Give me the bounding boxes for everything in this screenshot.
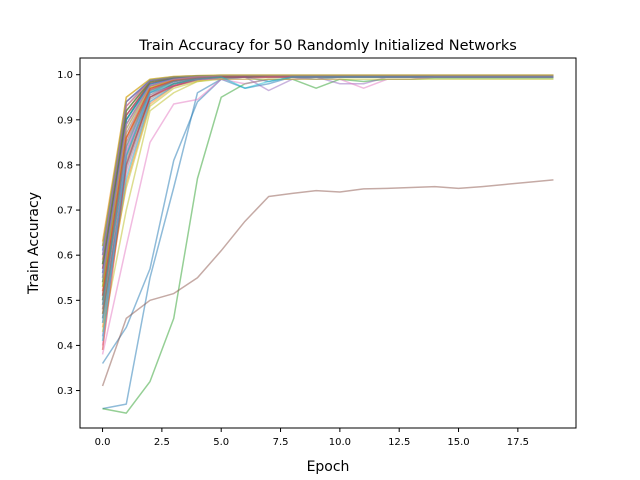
x-tick-label: 0.0 xyxy=(95,437,111,448)
series-layer xyxy=(101,74,554,414)
x-tick-label: 17.5 xyxy=(507,437,529,448)
axes-frame xyxy=(79,57,577,429)
x-axis-ticks: 0.0 2.5 5.0 7.5 10.0 12.5 15.0 17.5 xyxy=(95,428,529,448)
y-tick-label: 0.8 xyxy=(57,160,73,171)
y-tick-label: 0.5 xyxy=(57,296,73,307)
x-tick-label: 15.0 xyxy=(447,437,469,448)
x-tick-label: 10.0 xyxy=(329,437,351,448)
y-tick-label: 0.7 xyxy=(57,206,73,217)
x-tick-label: 7.5 xyxy=(273,437,289,448)
y-axis-ticks: 0.3 0.4 0.5 0.6 0.7 0.8 0.9 1.0 xyxy=(57,70,80,397)
series-line-44 xyxy=(101,179,554,387)
series-line-39 xyxy=(101,74,554,247)
series-line-48 xyxy=(101,78,554,333)
y-tick-label: 0.4 xyxy=(57,341,73,352)
x-tick-label: 12.5 xyxy=(388,437,410,448)
x-axis-label: Epoch xyxy=(307,459,350,475)
y-tick-label: 0.3 xyxy=(57,386,73,397)
y-tick-label: 0.6 xyxy=(57,251,73,262)
series-line-50 xyxy=(101,76,554,342)
y-axis-label: Train Accuracy xyxy=(26,192,42,295)
y-tick-label: 0.9 xyxy=(57,115,73,126)
x-tick-label: 2.5 xyxy=(154,437,170,448)
x-tick-label: 5.0 xyxy=(213,437,229,448)
series-line-43 xyxy=(102,77,554,414)
y-tick-label: 1.0 xyxy=(57,70,73,81)
chart-title: Train Accuracy for 50 Randomly Initializ… xyxy=(138,38,517,54)
